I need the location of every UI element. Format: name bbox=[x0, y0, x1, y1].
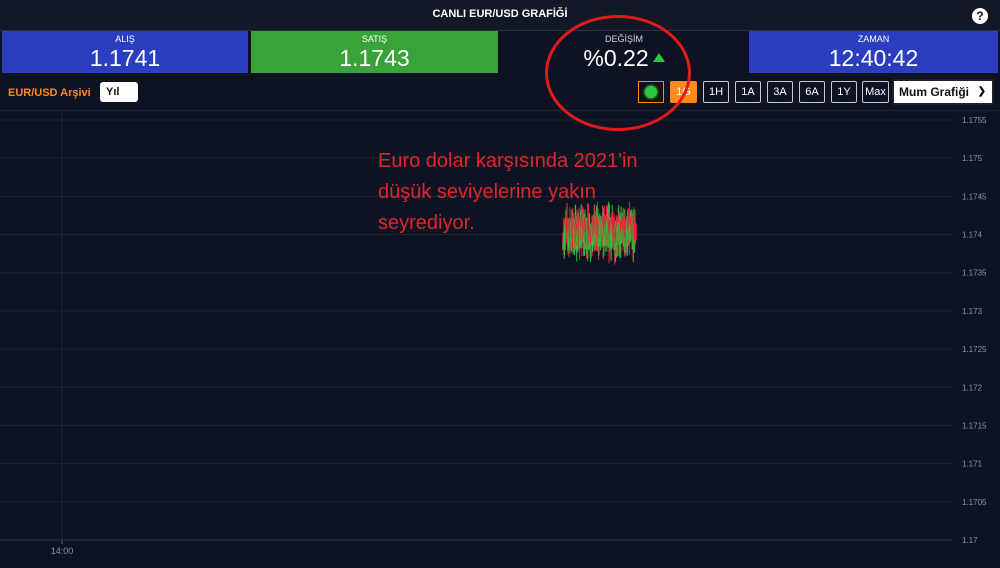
candle-down bbox=[577, 219, 581, 231]
time-value: 12:40:42 bbox=[828, 45, 919, 71]
candle-down bbox=[633, 223, 637, 240]
y-tick-label: 1.1725 bbox=[962, 345, 987, 354]
y-tick-label: 1.175 bbox=[962, 154, 983, 163]
period-1y-button[interactable]: 1Y bbox=[831, 81, 857, 103]
candle-up bbox=[628, 222, 633, 232]
time-label: ZAMAN bbox=[857, 34, 890, 44]
candle-down bbox=[586, 217, 591, 230]
x-tick-label: 14:00 bbox=[51, 546, 74, 556]
period-1h-button[interactable]: 1H bbox=[703, 81, 729, 103]
candle-down bbox=[565, 218, 569, 231]
candle-down bbox=[568, 218, 572, 239]
time-panel: ZAMAN 12:40:42 bbox=[749, 31, 998, 73]
ask-label: SATIŞ bbox=[361, 34, 388, 44]
y-tick-label: 1.172 bbox=[962, 383, 983, 392]
y-tick-label: 1.174 bbox=[962, 231, 983, 240]
annotation-line-3: seyrediyor. bbox=[378, 212, 475, 234]
candle-up bbox=[609, 234, 613, 249]
y-tick-label: 1.1715 bbox=[962, 421, 987, 430]
period-6a-button[interactable]: 6A bbox=[799, 81, 825, 103]
y-tick-label: 1.17 bbox=[962, 536, 978, 545]
bid-value: 1.1741 bbox=[89, 45, 161, 71]
bid-label: ALIŞ bbox=[115, 34, 135, 44]
period-max-button[interactable]: Max bbox=[862, 81, 889, 103]
highlight-circle bbox=[545, 15, 691, 131]
period-1a-button[interactable]: 1A bbox=[735, 81, 761, 103]
chart-grid bbox=[0, 111, 952, 541]
annotation-text: Euro dolar karşısında 2021'in düşük sevi… bbox=[378, 146, 778, 239]
annotation-line-1: Euro dolar karşısında 2021'in bbox=[378, 150, 638, 172]
annotation-line-2: düşük seviyelerine yakın bbox=[378, 181, 596, 203]
y-tick-label: 1.1705 bbox=[962, 498, 987, 507]
chart-candles bbox=[562, 201, 637, 265]
y-tick-label: 1.1735 bbox=[962, 269, 987, 278]
chart-type-select[interactable]: Mum Grafiği ❯ bbox=[892, 79, 994, 105]
y-axis: 1.1755 1.175 1.1745 1.174 1.1735 1.173 1.1725 1… bbox=[962, 116, 987, 545]
help-icon[interactable]: ? bbox=[972, 8, 988, 24]
candle-down bbox=[602, 217, 606, 224]
y-tick-label: 1.1745 bbox=[962, 192, 987, 201]
chart-type-label: Mum Grafiği bbox=[899, 85, 970, 99]
archive-year-select[interactable]: Yıl bbox=[100, 82, 138, 102]
y-tick-label: 1.173 bbox=[962, 307, 983, 316]
y-tick-label: 1.1755 bbox=[962, 116, 987, 125]
chevron-down-icon: ❯ bbox=[977, 86, 986, 97]
x-axis: 14:0016:0018:0020:0022:0031. Mart02:0004… bbox=[0, 539, 952, 556]
page-title: CANLI EUR/USD GRAFİĞİ bbox=[432, 8, 568, 20]
candle-up bbox=[583, 232, 587, 244]
ask-panel: SATIŞ 1.1743 bbox=[251, 31, 498, 73]
title-bar: CANLI EUR/USD GRAFİĞİ ? bbox=[0, 0, 1000, 31]
candle-up bbox=[626, 224, 630, 244]
bid-panel: ALIŞ 1.1741 bbox=[2, 31, 248, 73]
candlestick-chart[interactable]: 1.1755 1.175 1.1745 1.174 1.1735 1.173 1.1725 1… bbox=[0, 111, 1000, 568]
archive-label: EUR/USD Arşivi bbox=[8, 87, 91, 99]
ask-value: 1.1743 bbox=[339, 45, 410, 71]
chart-toolbar: EUR/USD Arşivi Yıl 1G 1H 1A 3A 6A 1Y Max… bbox=[0, 76, 1000, 111]
y-tick-label: 1.171 bbox=[962, 460, 983, 469]
period-3a-button[interactable]: 3A bbox=[767, 81, 793, 103]
